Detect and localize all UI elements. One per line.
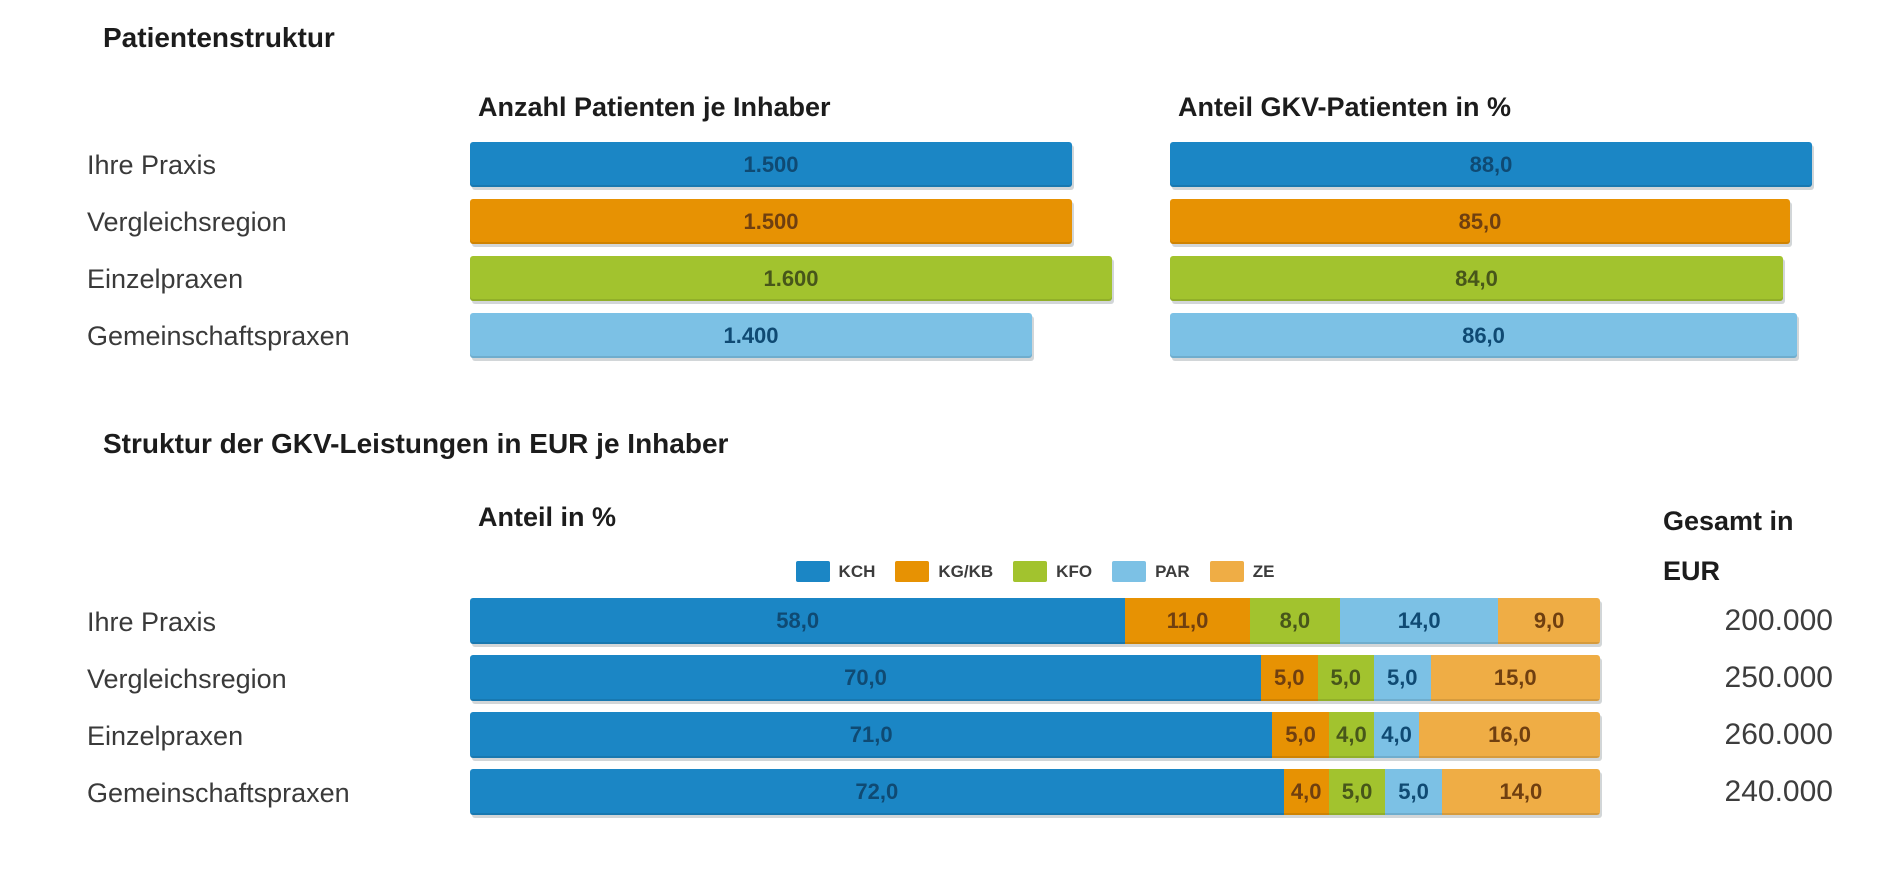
segment-kch: 71,0: [470, 712, 1273, 758]
row-label-ihre-praxis: Ihre Praxis: [87, 607, 217, 637]
row-label-einzelpraxen: Einzelpraxen: [87, 264, 244, 294]
bar-gkv-share-einzelpraxen: 84,0: [1170, 256, 1783, 301]
segment-value-label: 11,0: [1166, 608, 1209, 633]
bar-patients-einzelpraxen: 1.600: [470, 256, 1112, 301]
segment-value-label: 5,0: [1398, 779, 1429, 804]
segment-value-label: 5,0: [1273, 665, 1305, 690]
total-ihre-praxis: 200.000: [1724, 604, 1833, 637]
total-vergleichsregion: 250.000: [1724, 661, 1833, 694]
bar-value-label: 1.500: [743, 151, 799, 177]
bar-patients-gemeinschaftspraxen: 1.400: [470, 313, 1032, 358]
legend-item-kfo: KFO: [1013, 561, 1092, 582]
segment-value-label: 58,0: [776, 608, 820, 633]
legend-label-par: PAR: [1155, 561, 1190, 581]
stacked-bar-vergleichsregion: 70,0 5,0 5,0 5,0 15,0: [470, 655, 1600, 701]
legend-label-ze: ZE: [1252, 561, 1275, 581]
row-label-gemeinschaftspraxen: Gemeinschaftspraxen: [87, 321, 350, 351]
stacked-axis-label: Anteil in %: [478, 502, 617, 532]
segment-value-label: 16,0: [1488, 722, 1531, 747]
segment-kgkb: 4,0: [1283, 769, 1329, 815]
bar-value-label: 88,0: [1469, 151, 1513, 177]
segment-par: 14,0: [1340, 598, 1499, 644]
segment-kfo: 4,0: [1328, 712, 1374, 758]
segment-kgkb: 11,0: [1125, 598, 1250, 644]
bar-value-label: 1.500: [743, 208, 799, 234]
legend-label-kch: KCH: [838, 561, 876, 581]
segment-value-label: 5,0: [1285, 722, 1316, 747]
segment-value-label: 14,0: [1499, 779, 1543, 804]
bar-value-label: 85,0: [1458, 208, 1502, 234]
legend-item-par: PAR: [1112, 561, 1190, 582]
bar-patients-vergleichsregion: 1.500: [470, 199, 1072, 244]
row-label-vergleichsregion: Vergleichsregion: [87, 664, 287, 694]
segment-value-label: 4,0: [1336, 722, 1367, 747]
chart2-title: Anteil GKV-Patienten in %: [1178, 92, 1512, 122]
legend-swatch-kgkb: [895, 561, 930, 582]
segment-value-label: 9,0: [1533, 608, 1565, 633]
segment-value-label: 14,0: [1397, 608, 1441, 633]
segment-value-label: 5,0: [1386, 665, 1418, 690]
segment-value-label: 5,0: [1330, 665, 1362, 690]
bar-value-label: 86,0: [1462, 322, 1505, 348]
segment-par: 5,0: [1385, 769, 1442, 815]
bar-gkv-share-vergleichsregion: 85,0: [1170, 199, 1790, 244]
row-label-einzelpraxen: Einzelpraxen: [87, 721, 244, 751]
segment-value-label: 4,0: [1381, 722, 1412, 747]
bar-gkv-share-ihre-praxis: 88,0: [1170, 142, 1812, 187]
segment-kfo: 8,0: [1249, 598, 1341, 644]
legend-swatch-kch: [795, 561, 830, 582]
segment-value-label: 71,0: [849, 722, 893, 747]
total-einzelpraxen: 260.000: [1724, 718, 1833, 751]
segment-ze: 14,0: [1441, 769, 1600, 815]
segment-par: 4,0: [1373, 712, 1420, 758]
segment-kfo: 5,0: [1317, 655, 1374, 701]
section2-title: Struktur der GKV-Leistungen in EUR je In…: [103, 428, 729, 459]
total-column-header: Gesamt in EUR: [1663, 506, 1794, 586]
bar-gkv-share-gemeinschaftspraxen: 86,0: [1170, 313, 1797, 358]
bar-patients-ihre-praxis: 1.500: [470, 142, 1072, 187]
legend-swatch-kfo: [1013, 561, 1048, 582]
legend-item-ze: ZE: [1209, 561, 1275, 582]
segment-kgkb: 5,0: [1261, 655, 1318, 701]
legend-item-kgkb: KG/KB: [895, 561, 993, 582]
segment-kgkb: 5,0: [1272, 712, 1329, 758]
segment-value-label: 4,0: [1290, 779, 1322, 804]
segment-kch: 70,0: [470, 655, 1261, 701]
stacked-legend: KCH KG/KB KFO PAR ZE: [470, 561, 1600, 582]
segment-kch: 58,0: [470, 598, 1126, 644]
segment-value-label: 8,0: [1279, 608, 1311, 633]
segment-ze: 16,0: [1419, 712, 1600, 758]
segment-value-label: 15,0: [1493, 665, 1537, 690]
segment-ze: 9,0: [1498, 598, 1600, 644]
legend-swatch-par: [1112, 561, 1147, 582]
stacked-bar-gemeinschaftspraxen: 72,0 4,0 5,0 5,0 14,0: [470, 769, 1600, 815]
stacked-bar-ihre-praxis: 58,0 11,0 8,0 14,0 9,0: [470, 598, 1600, 644]
segment-kch: 72,0: [470, 769, 1284, 815]
legend-swatch-ze: [1209, 561, 1244, 582]
stacked-bar-einzelpraxen: 71,0 5,0 4,0 4,0 16,0: [470, 712, 1600, 758]
segment-ze: 15,0: [1430, 655, 1600, 701]
chart1-title: Anzahl Patienten je Inhaber: [478, 92, 831, 122]
bar-value-label: 1.400: [723, 322, 779, 348]
segment-value-label: 72,0: [855, 779, 899, 804]
segment-value-label: 5,0: [1341, 779, 1373, 804]
row-label-ihre-praxis: Ihre Praxis: [87, 150, 217, 180]
segment-value-label: 70,0: [844, 665, 887, 690]
row-label-gemeinschaftspraxen: Gemeinschaftspraxen: [87, 778, 350, 808]
legend-label-kfo: KFO: [1056, 561, 1093, 581]
section1-title: Patientenstruktur: [103, 22, 335, 53]
row-label-vergleichsregion: Vergleichsregion: [87, 207, 287, 237]
legend-item-kch: KCH: [795, 561, 876, 582]
legend-label-kgkb: KG/KB: [938, 561, 994, 581]
total-gemeinschaftspraxen: 240.000: [1724, 775, 1833, 808]
bar-value-label: 84,0: [1455, 265, 1498, 291]
segment-kfo: 5,0: [1328, 769, 1386, 815]
bar-value-label: 1.600: [763, 265, 819, 291]
segment-par: 5,0: [1374, 655, 1431, 701]
